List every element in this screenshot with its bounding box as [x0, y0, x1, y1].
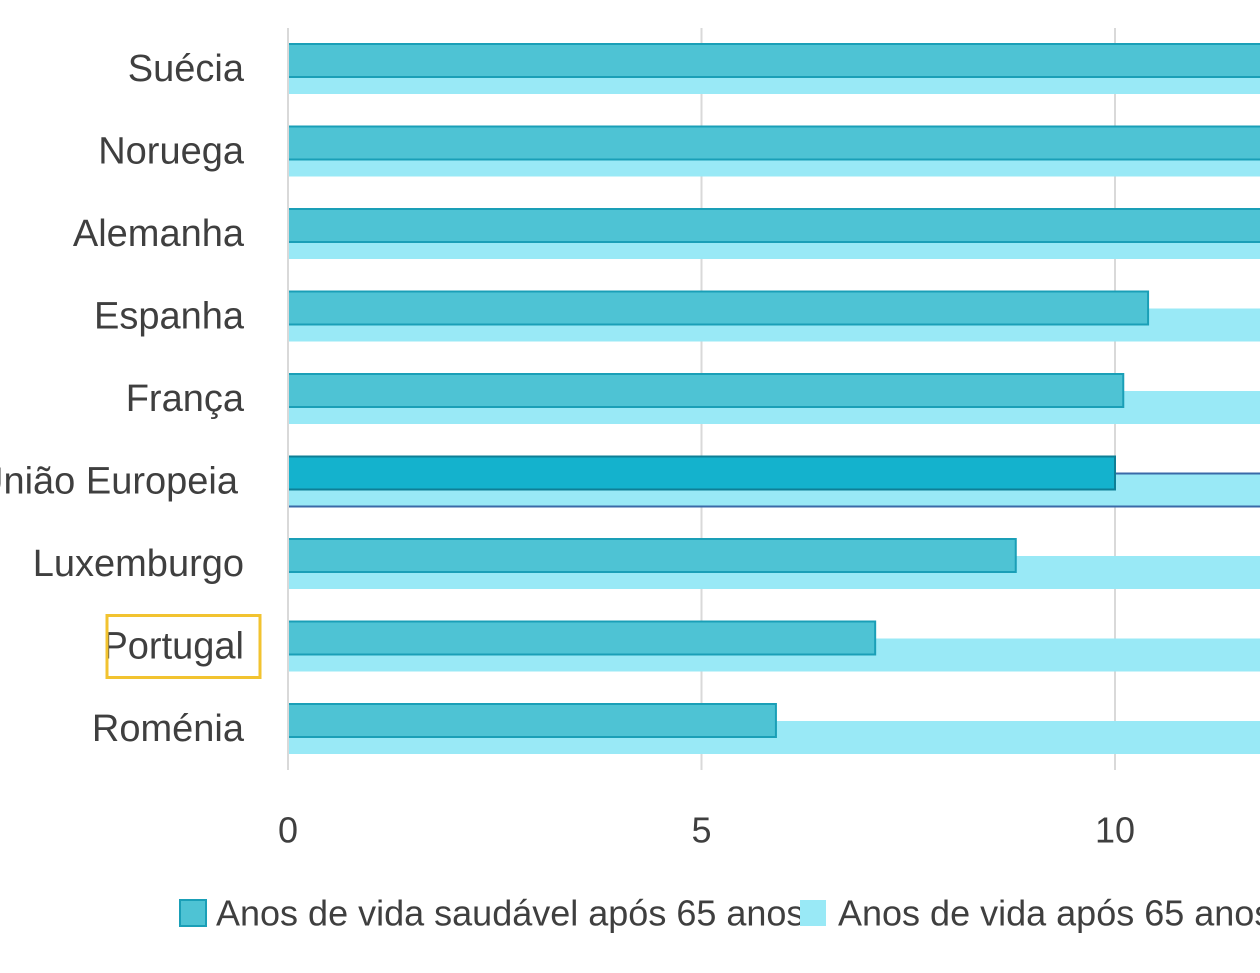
bar-healthy-portugal [287, 620, 877, 656]
legend-label-total: Anos de vida após 65 anos [838, 893, 1260, 934]
category-label-espanha: Espanha [94, 296, 245, 338]
category-label-noruega: Noruega [98, 131, 245, 173]
x-tick-label-10: 10 [1095, 810, 1135, 851]
category-label-franca: França [126, 378, 245, 420]
legend-swatch-total [800, 900, 826, 926]
bar-healthy-luxemburgo [287, 538, 1017, 573]
portugal-highlight-box [105, 614, 262, 679]
category-label-romenia: Roménia [92, 708, 245, 750]
x-tick-label-5: 5 [691, 810, 711, 851]
category-label-suecia: Suécia [128, 48, 245, 90]
category-label-portugal: Portugal [102, 626, 244, 668]
category-label-uniao-europeia: União Europeia [0, 461, 239, 503]
category-label-luxemburgo: Luxemburgo [33, 543, 244, 585]
bar-healthy-uniao-europeia [287, 455, 1116, 491]
bar-healthy-suecia [287, 43, 1260, 78]
bar-healthy-espanha [287, 290, 1150, 326]
x-tick-label-0: 0 [278, 810, 298, 851]
legend-label-healthy: Anos de vida saudável após 65 anos [216, 893, 804, 934]
legend-swatch-healthy [179, 899, 207, 927]
bar-healthy-noruega [287, 125, 1260, 161]
bar-healthy-alemanha [287, 208, 1260, 243]
bar-healthy-franca [287, 373, 1125, 408]
category-label-alemanha: Alemanha [73, 213, 245, 255]
bar-healthy-romenia [287, 703, 777, 738]
